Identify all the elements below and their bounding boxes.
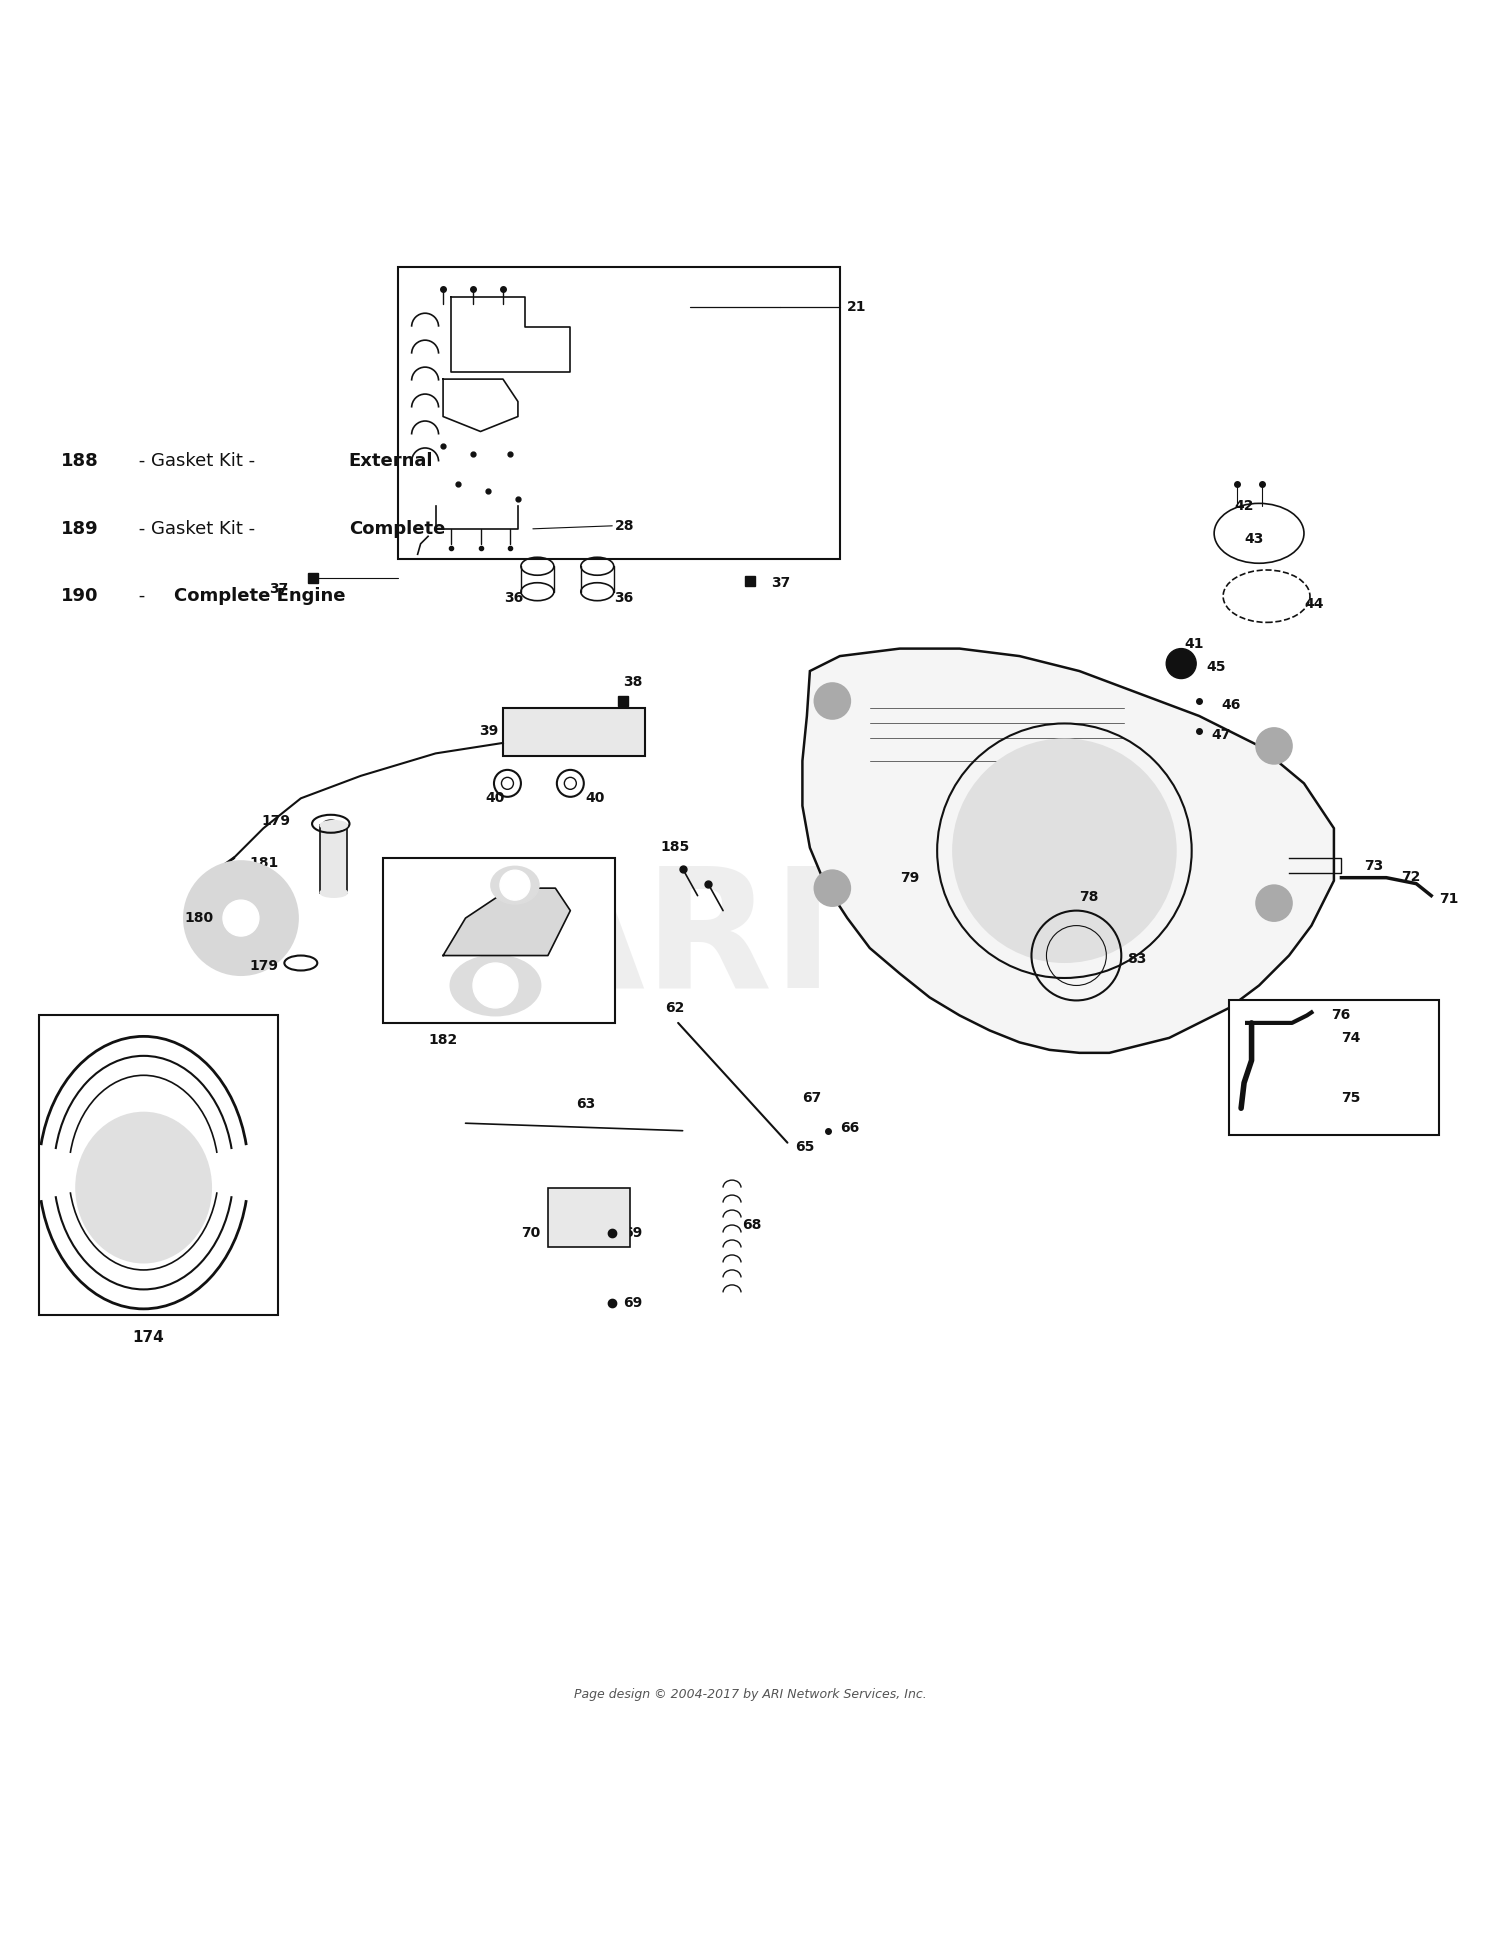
Text: 68: 68 <box>742 1219 762 1233</box>
Bar <box>503 708 645 757</box>
Text: 185: 185 <box>660 840 690 854</box>
Text: 36: 36 <box>504 590 524 606</box>
Text: - Gasket Kit -: - Gasket Kit - <box>134 452 261 470</box>
Text: 42: 42 <box>1234 499 1254 512</box>
Circle shape <box>815 870 850 906</box>
Circle shape <box>500 870 530 901</box>
Text: 189: 189 <box>62 520 99 538</box>
Bar <box>39 1015 279 1314</box>
Ellipse shape <box>321 889 346 897</box>
Text: 190: 190 <box>62 588 99 606</box>
Text: 44: 44 <box>1304 596 1323 611</box>
Text: 174: 174 <box>132 1330 164 1345</box>
Text: 36: 36 <box>614 590 633 606</box>
Text: 43: 43 <box>1244 532 1263 545</box>
Circle shape <box>952 738 1176 963</box>
Text: 69: 69 <box>622 1297 642 1310</box>
Ellipse shape <box>490 866 538 905</box>
Text: 78: 78 <box>1080 891 1100 905</box>
Text: 83: 83 <box>1128 951 1146 965</box>
Text: 75: 75 <box>1341 1091 1360 1104</box>
Bar <box>1228 1000 1438 1135</box>
Text: 41: 41 <box>1184 637 1203 650</box>
Text: 47: 47 <box>1210 728 1230 743</box>
Text: External: External <box>348 452 433 470</box>
Text: 182: 182 <box>429 1033 457 1048</box>
Text: 37: 37 <box>270 582 290 596</box>
Ellipse shape <box>450 955 540 1015</box>
Text: 70: 70 <box>520 1225 540 1240</box>
Text: 72: 72 <box>1401 870 1420 883</box>
Text: 73: 73 <box>1364 860 1383 873</box>
Text: 46: 46 <box>1221 699 1240 712</box>
Text: 21: 21 <box>847 301 867 314</box>
Text: 63: 63 <box>576 1097 596 1112</box>
Text: -: - <box>134 588 152 606</box>
Circle shape <box>815 683 850 718</box>
Text: 45: 45 <box>1206 660 1225 674</box>
Text: 62: 62 <box>666 1002 686 1015</box>
Text: 40: 40 <box>486 792 506 806</box>
Text: 188: 188 <box>62 452 99 470</box>
Circle shape <box>472 963 518 1007</box>
Text: 66: 66 <box>840 1120 860 1135</box>
Text: Page design © 2004-2017 by ARI Network Services, Inc.: Page design © 2004-2017 by ARI Network S… <box>573 1689 927 1700</box>
Text: 40: 40 <box>585 792 604 806</box>
Text: 39: 39 <box>478 724 498 738</box>
Bar <box>398 266 840 559</box>
Text: 76: 76 <box>1330 1009 1350 1023</box>
Text: 71: 71 <box>1438 891 1458 906</box>
Bar <box>321 825 346 893</box>
Bar <box>382 858 615 1023</box>
Circle shape <box>224 901 260 936</box>
Text: 180: 180 <box>184 910 214 926</box>
Bar <box>548 1188 630 1248</box>
Text: 181: 181 <box>249 856 279 870</box>
Text: Complete: Complete <box>348 520 445 538</box>
Text: 38: 38 <box>622 675 642 689</box>
Text: Complete Engine: Complete Engine <box>174 588 345 606</box>
Text: 28: 28 <box>615 518 634 534</box>
Polygon shape <box>442 889 570 955</box>
Polygon shape <box>802 648 1334 1052</box>
Text: - Gasket Kit -: - Gasket Kit - <box>134 520 261 538</box>
Text: 37: 37 <box>771 576 790 590</box>
Text: 74: 74 <box>1341 1031 1360 1044</box>
Text: 79: 79 <box>900 872 920 885</box>
Circle shape <box>1256 728 1292 765</box>
Circle shape <box>184 862 298 974</box>
Text: 65: 65 <box>795 1139 814 1155</box>
Text: 179: 179 <box>249 959 279 972</box>
Circle shape <box>1166 648 1196 679</box>
Text: 179: 179 <box>261 813 291 827</box>
Text: 67: 67 <box>802 1091 822 1104</box>
Circle shape <box>1256 885 1292 922</box>
Ellipse shape <box>76 1112 212 1262</box>
Ellipse shape <box>321 821 346 829</box>
Text: ARI: ARI <box>516 860 836 1023</box>
Text: 69: 69 <box>622 1225 642 1240</box>
